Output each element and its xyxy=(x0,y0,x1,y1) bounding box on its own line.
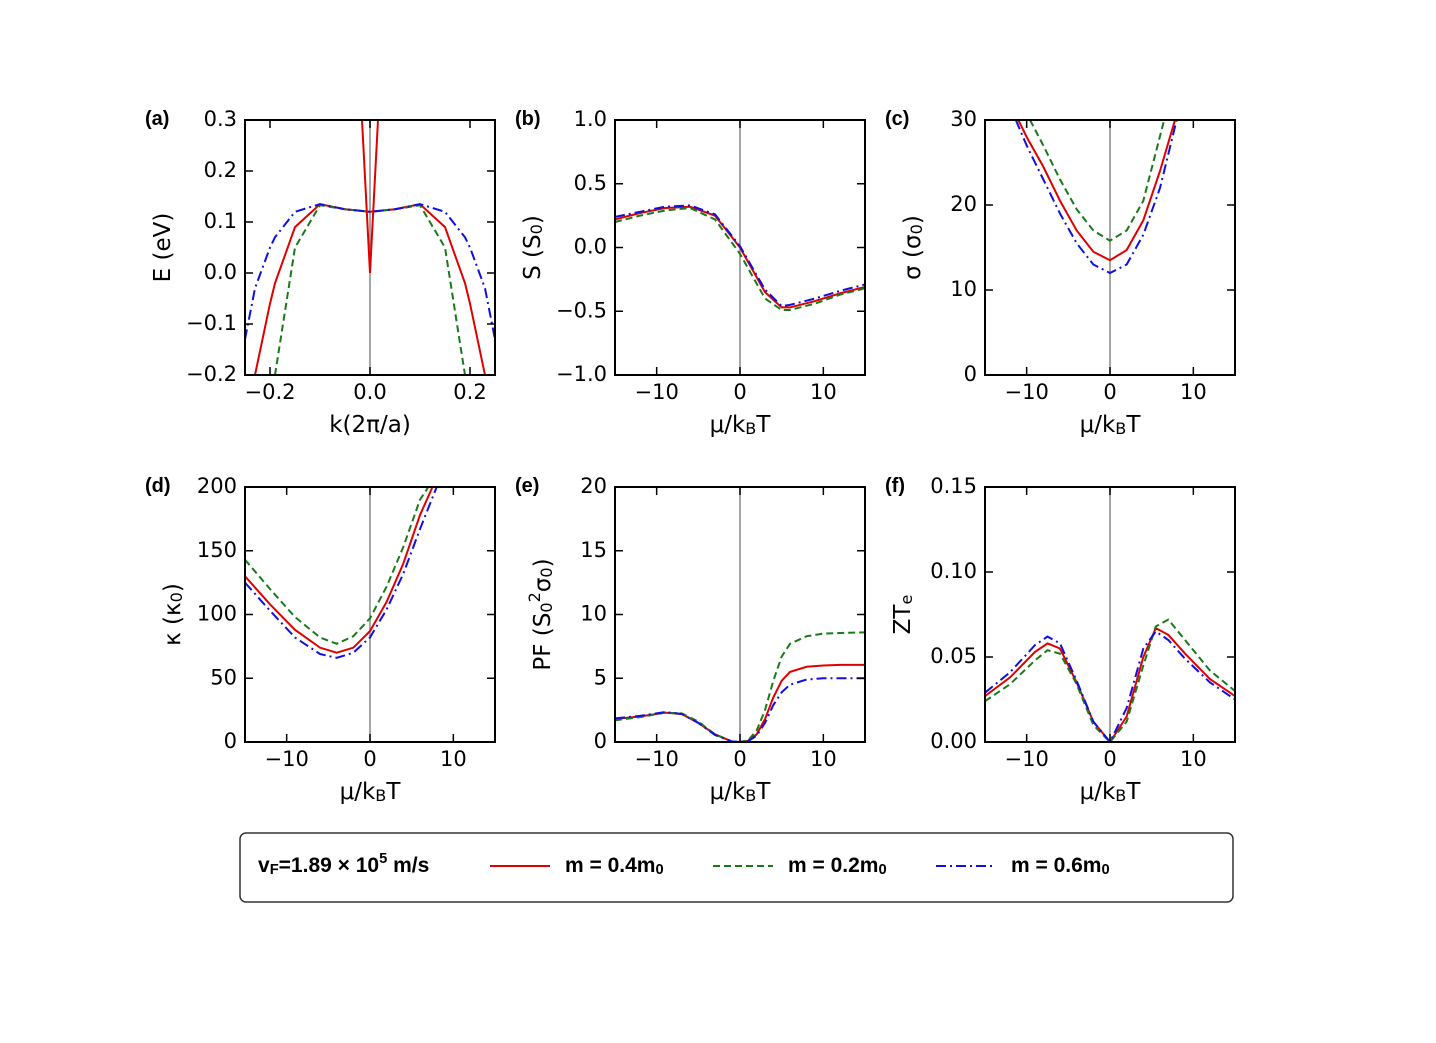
x-tick-label: 10 xyxy=(1180,380,1207,404)
panel-label: (f) xyxy=(885,475,905,497)
y-tick-label: 10 xyxy=(950,277,977,301)
x-axis-label: μ/kBT xyxy=(710,779,772,805)
y-tick-label: 20 xyxy=(950,192,977,216)
y-axis-label: PF (S02σ0) xyxy=(525,558,555,670)
x-tick-label: 10 xyxy=(1180,747,1207,771)
x-tick-label: −10 xyxy=(635,747,679,771)
y-tick-label: −0.2 xyxy=(186,362,237,386)
legend-label: m = 0.6m0 xyxy=(1011,854,1110,878)
y-axis-label: σ (σ0) xyxy=(900,215,926,280)
legend-box xyxy=(239,832,1234,903)
panel-label: (a) xyxy=(145,108,169,130)
x-tick-label: 0 xyxy=(1103,380,1116,404)
x-tick-label: −10 xyxy=(265,747,309,771)
y-tick-label: 0.10 xyxy=(930,559,977,583)
x-tick-label: 0 xyxy=(1103,747,1116,771)
plot-area xyxy=(1014,120,1178,375)
y-tick-label: 0 xyxy=(224,729,237,753)
y-tick-label: 0.2 xyxy=(204,158,237,182)
y-tick-label: −0.5 xyxy=(556,298,607,322)
curve xyxy=(361,120,379,274)
y-tick-label: 0.05 xyxy=(930,644,977,668)
y-tick-label: 10 xyxy=(580,602,607,626)
y-tick-label: 0.0 xyxy=(574,235,607,259)
curve xyxy=(615,206,865,311)
y-tick-label: 200 xyxy=(197,474,237,498)
y-tick-label: 0 xyxy=(964,362,977,386)
y-tick-label: 0.1 xyxy=(204,209,237,233)
curve xyxy=(985,630,1235,742)
x-tick-label: 0 xyxy=(363,747,376,771)
x-tick-label: 10 xyxy=(810,747,837,771)
y-tick-label: 0 xyxy=(594,729,607,753)
x-axis-label: k(2π/a) xyxy=(329,412,411,438)
x-tick-label: 10 xyxy=(810,380,837,404)
x-tick-label: 0.2 xyxy=(453,380,486,404)
y-tick-label: 150 xyxy=(197,538,237,562)
x-tick-label: 0 xyxy=(733,380,746,404)
curve xyxy=(245,487,438,659)
y-axis-label: S (S0) xyxy=(520,215,546,280)
plot-area xyxy=(985,487,1235,742)
plot-area xyxy=(245,120,495,375)
x-axis-label: μ/kBT xyxy=(1080,412,1142,438)
legend-label: m = 0.2m0 xyxy=(788,854,887,878)
y-axis-label: κ (κ0) xyxy=(160,583,186,646)
curve xyxy=(615,677,865,742)
y-tick-label: 0.0 xyxy=(204,260,237,284)
curve xyxy=(985,626,1235,742)
x-axis-label: μ/kBT xyxy=(1080,779,1142,805)
y-axis-label: E (eV) xyxy=(150,213,176,283)
plot-area xyxy=(245,487,438,742)
x-axis-label: μ/kBT xyxy=(340,779,402,805)
panel-label: (e) xyxy=(515,475,539,497)
y-tick-label: 1.0 xyxy=(574,107,607,131)
legend-label: m = 0.4m0 xyxy=(565,854,664,878)
x-tick-label: 10 xyxy=(440,747,467,771)
plot-area xyxy=(615,487,865,742)
curve xyxy=(1014,120,1178,275)
y-tick-label: 100 xyxy=(197,602,237,626)
y-tick-label: −0.1 xyxy=(186,311,237,335)
curve xyxy=(274,204,466,375)
curve xyxy=(245,203,495,340)
panel-label: (b) xyxy=(515,108,541,130)
y-tick-label: −1.0 xyxy=(556,362,607,386)
y-tick-label: 0.5 xyxy=(574,171,607,195)
curve xyxy=(1029,120,1166,242)
x-tick-label: 0.0 xyxy=(353,380,386,404)
y-tick-label: 5 xyxy=(594,665,607,689)
plot-area xyxy=(615,120,865,375)
x-tick-label: −10 xyxy=(1005,747,1049,771)
y-tick-label: 30 xyxy=(950,107,977,131)
curve xyxy=(615,631,865,742)
curve xyxy=(615,204,865,308)
panel-label: (c) xyxy=(885,108,909,130)
x-axis-label: μ/kBT xyxy=(710,412,772,438)
x-tick-label: 0 xyxy=(733,747,746,771)
y-tick-label: 20 xyxy=(580,474,607,498)
panel-label: (d) xyxy=(145,475,171,497)
x-tick-label: −10 xyxy=(1005,380,1049,404)
curve xyxy=(245,487,434,654)
y-tick-label: 50 xyxy=(210,665,237,689)
y-tick-label: 0.00 xyxy=(930,729,977,753)
y-tick-label: 15 xyxy=(580,538,607,562)
curve xyxy=(1017,120,1176,262)
legend-title: vF=1.89 × 105 m/s xyxy=(258,851,429,878)
y-tick-label: 0.15 xyxy=(930,474,977,498)
x-tick-label: −0.2 xyxy=(245,380,296,404)
y-tick-label: 0.3 xyxy=(204,107,237,131)
y-axis-label: ZTe xyxy=(890,595,916,635)
curve xyxy=(245,487,430,645)
curve xyxy=(985,618,1235,742)
x-tick-label: −10 xyxy=(635,380,679,404)
